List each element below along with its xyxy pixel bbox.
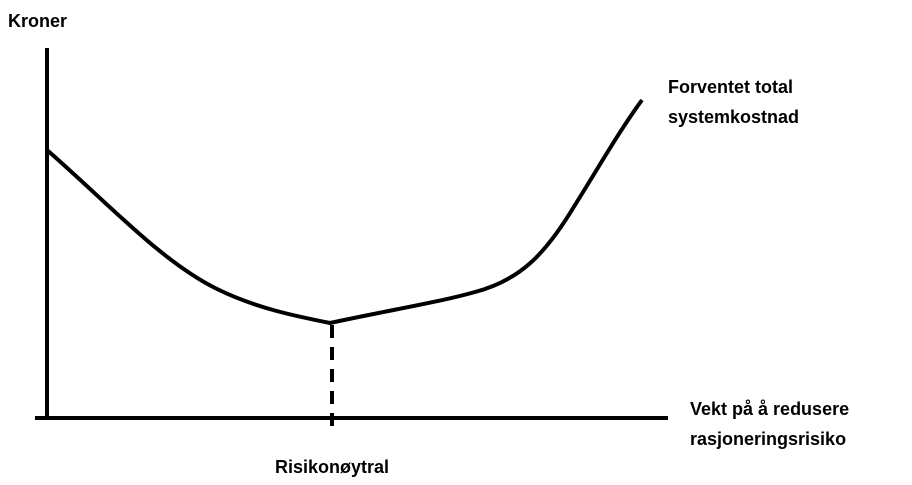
marker-label: Risikonøytral xyxy=(275,457,389,477)
cost-curve xyxy=(45,98,644,325)
curve-label: Forventet total xyxy=(668,77,793,97)
x-axis-label: Vekt på å redusere xyxy=(690,399,849,419)
x-axis-label: rasjoneringsrisiko xyxy=(690,429,846,449)
curve-label: systemkostnad xyxy=(668,107,799,127)
y-axis-label: Kroner xyxy=(8,11,67,31)
